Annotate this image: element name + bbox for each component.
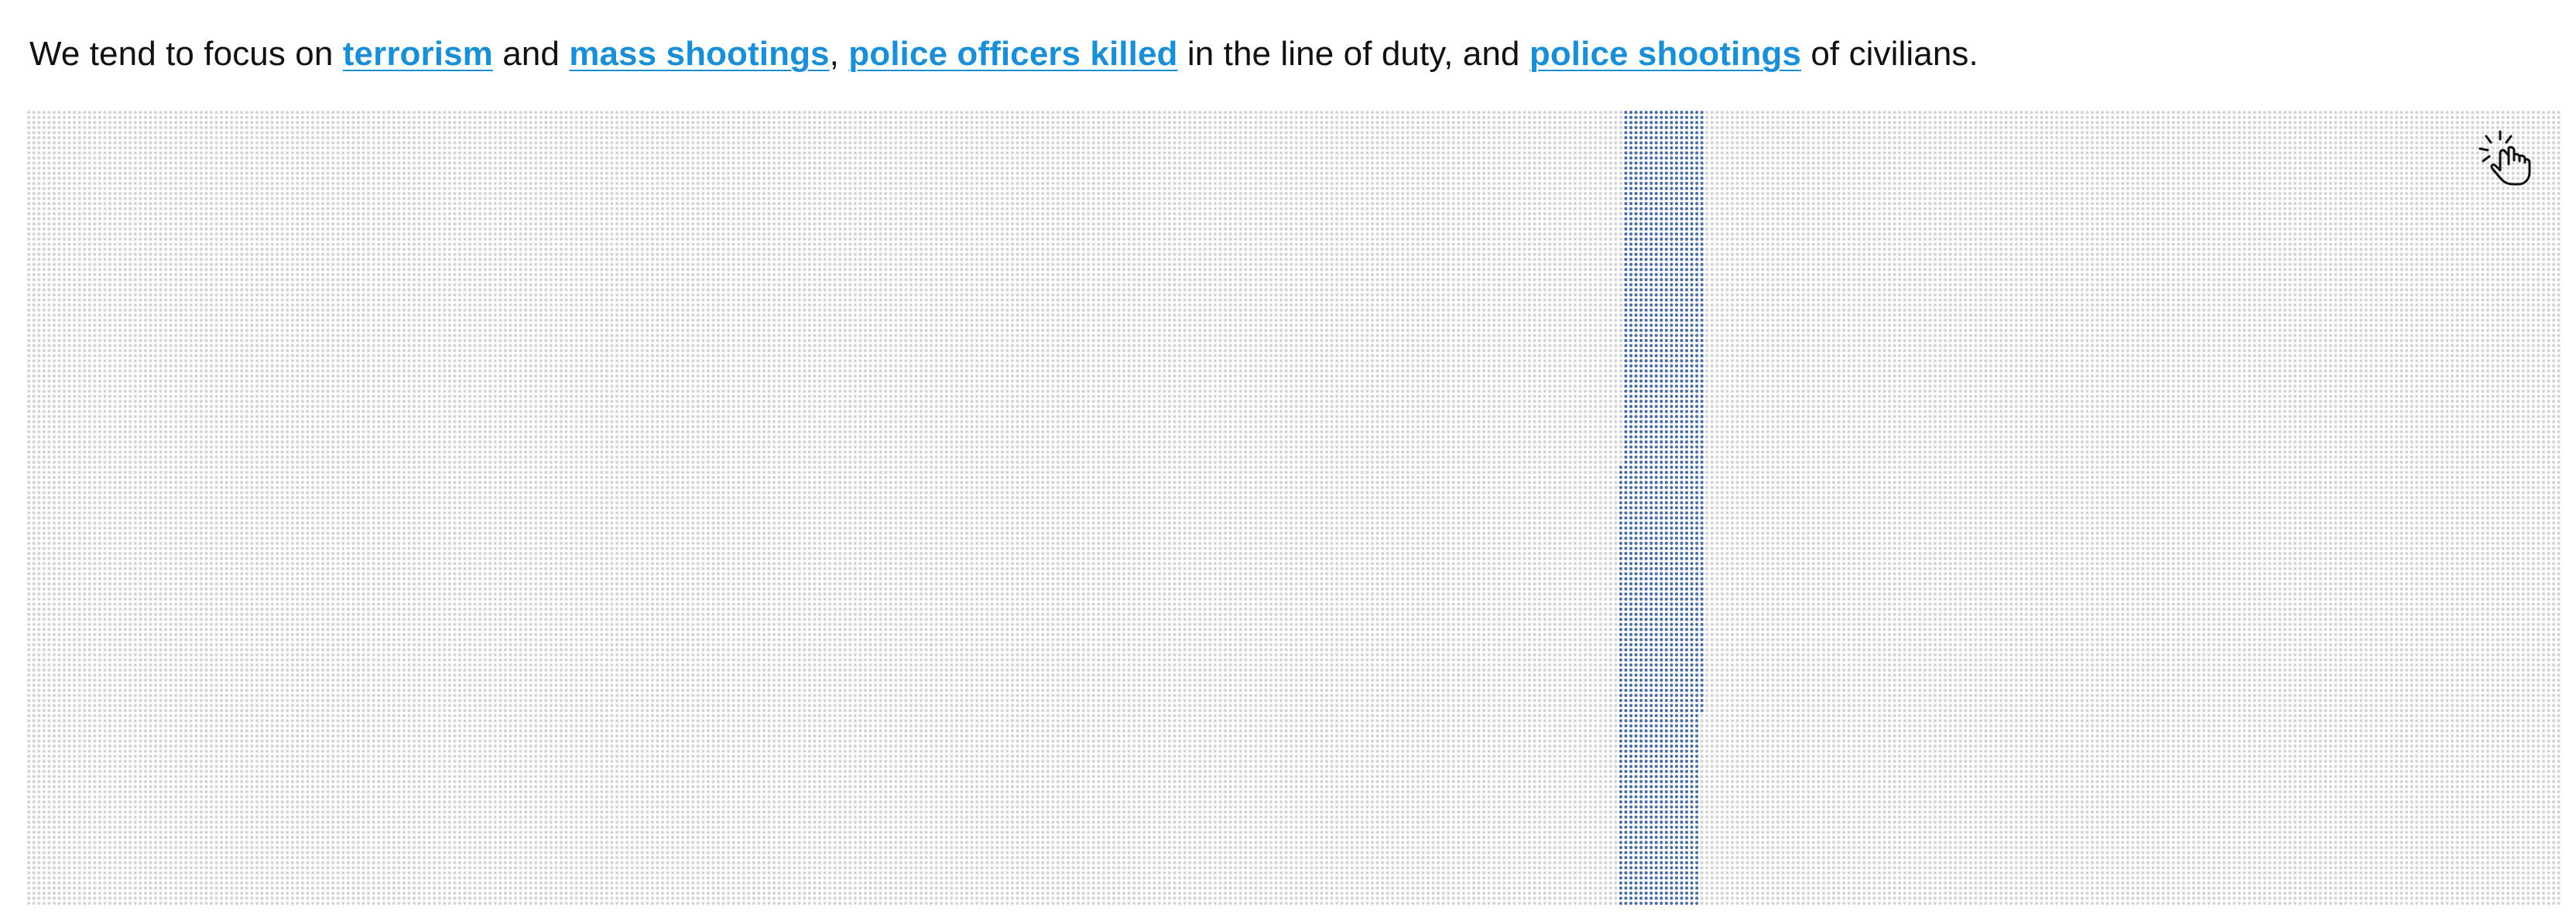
dot-grid <box>27 111 2561 906</box>
highlighted-dots <box>1619 111 1704 906</box>
intro-prefix: We tend to focus on <box>29 35 334 73</box>
intro-middle: in the line of duty, and <box>1187 35 1520 73</box>
link-mass-shootings[interactable]: mass shootings <box>569 35 830 73</box>
link-police-officers-killed[interactable]: police officers killed <box>848 35 1178 73</box>
tap-hand-icon[interactable] <box>2477 130 2534 187</box>
intro-sentence: We tend to focus on terrorism and mass s… <box>29 29 1978 79</box>
intro-suffix: of civilians. <box>1810 35 1978 73</box>
intro-and: and <box>502 35 560 73</box>
dot-grid-chart <box>26 110 2564 907</box>
link-terrorism[interactable]: terrorism <box>342 35 493 73</box>
background-dots <box>27 111 2561 906</box>
link-police-shootings[interactable]: police shootings <box>1529 35 1802 73</box>
intro-comma: , <box>829 35 839 73</box>
